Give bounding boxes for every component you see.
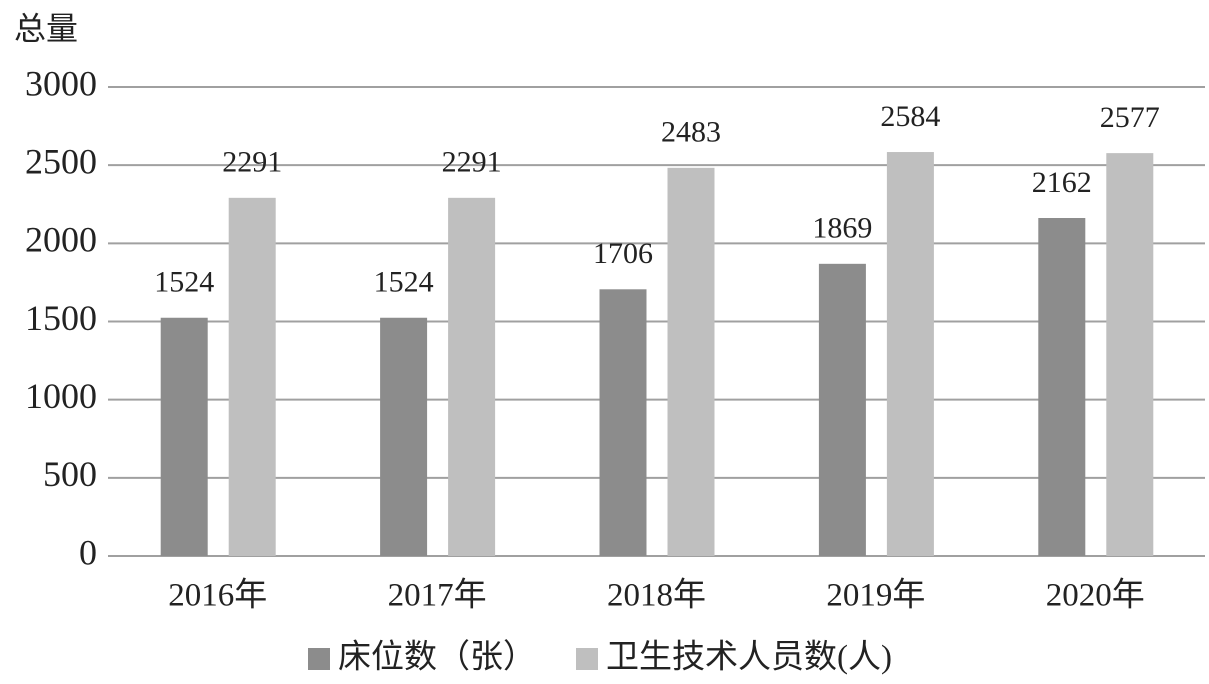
- x-tick-label: 2016年: [168, 577, 267, 614]
- legend-swatch: [576, 648, 598, 670]
- data-label: 2584: [880, 100, 940, 133]
- bar: [599, 289, 647, 556]
- data-label: 2291: [222, 146, 282, 179]
- y-tick-label: 0: [79, 532, 97, 572]
- data-label: 1706: [593, 237, 653, 270]
- data-label: 2162: [1032, 166, 1092, 199]
- y-tick-label: 3000: [25, 63, 97, 103]
- bar: [228, 197, 276, 556]
- y-axis-label: 总量: [14, 10, 78, 46]
- y-tick-label: 1000: [25, 376, 97, 416]
- x-tick-label: 2020年: [1046, 577, 1145, 614]
- bar: [818, 263, 866, 556]
- bar: [160, 317, 208, 556]
- bar: [380, 317, 428, 556]
- legend-swatch: [308, 648, 330, 670]
- legend-label: 床位数（张）: [338, 639, 536, 676]
- bar: [667, 167, 715, 556]
- data-label: 2577: [1100, 101, 1160, 134]
- x-tick-label: 2018年: [607, 577, 706, 614]
- legend-label: 卫生技术人员数(人): [606, 639, 892, 676]
- y-tick-label: 500: [43, 454, 97, 494]
- y-tick-label: 2500: [25, 141, 97, 181]
- bar: [1038, 218, 1086, 557]
- x-tick-label: 2017年: [388, 577, 487, 614]
- y-tick-label: 2000: [25, 220, 97, 260]
- bar: [448, 197, 496, 556]
- data-label: 1869: [812, 212, 872, 245]
- y-tick-label: 1500: [25, 298, 97, 338]
- data-label: 2291: [442, 146, 502, 179]
- data-label: 1524: [154, 266, 214, 299]
- x-tick-label: 2019年: [826, 577, 925, 614]
- bar: [1106, 153, 1154, 556]
- bar: [886, 152, 934, 556]
- data-label: 1524: [374, 266, 434, 299]
- data-label: 2483: [661, 116, 721, 149]
